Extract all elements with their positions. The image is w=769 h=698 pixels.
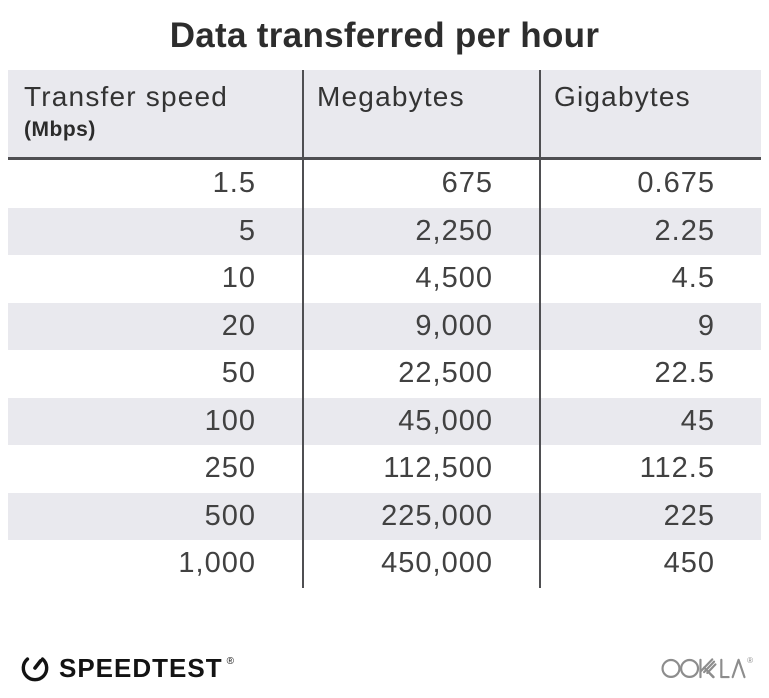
speedtest-gauge-icon	[21, 657, 49, 682]
cell-transfer-speed: 5	[238, 214, 256, 247]
cell-megabytes: 450,000	[302, 540, 539, 588]
cell-transfer-speed: 500	[204, 499, 256, 532]
cell-megabytes: 4,500	[302, 255, 539, 303]
cell-transfer-speed: 10	[221, 262, 256, 295]
data-table: Transfer speed (Mbps) Megabytes Gigabyte…	[8, 70, 761, 588]
cell-gigabytes: 45	[539, 397, 761, 445]
cell-megabytes: 2,250	[302, 207, 539, 255]
table-header-row: Transfer speed (Mbps) Megabytes Gigabyte…	[8, 70, 761, 160]
cell-megabytes: 675	[302, 160, 539, 208]
cell-megabytes: 45,000	[302, 397, 539, 445]
column-header-megabytes: Megabytes	[302, 70, 539, 157]
column-header-gigabytes: Gigabytes	[539, 70, 761, 157]
table-row: 1,000 450,000 450	[8, 540, 761, 588]
cell-gigabytes: 22.5	[539, 350, 761, 398]
cell-transfer-speed: 100	[204, 404, 256, 437]
table-row: 500 225,000 225	[8, 492, 761, 540]
table-row: 5 2,250 2.25	[8, 207, 761, 255]
cell-gigabytes: 225	[539, 492, 761, 540]
table-row: 50 22,500 22.5	[8, 350, 761, 398]
infographic-page: Data transferred per hour Transfer speed…	[0, 0, 769, 683]
cell-gigabytes: 450	[539, 540, 761, 588]
ookla-wordmark-icon	[661, 658, 746, 679]
registered-trademark-icon: ®	[226, 656, 234, 667]
column-header-label: Transfer speed	[24, 81, 229, 112]
cell-gigabytes: 4.5	[539, 255, 761, 303]
cell-transfer-speed: 1,000	[178, 547, 256, 580]
page-title: Data transferred per hour	[169, 16, 600, 55]
column-header-label: Megabytes	[317, 81, 465, 112]
cell-transfer-speed: 250	[204, 452, 256, 485]
cell-gigabytes: 0.675	[539, 160, 761, 208]
column-header-sublabel: (Mbps)	[24, 118, 96, 141]
footer: SPEEDTEST ® ®	[18, 645, 753, 691]
table-row: 10 4,500 4.5	[8, 255, 761, 303]
speedtest-logo: SPEEDTEST ®	[18, 651, 234, 685]
table-row: 1.5 675 0.675	[8, 160, 761, 208]
column-header-transfer-speed: Transfer speed (Mbps)	[8, 70, 302, 157]
table-row: 100 45,000 45	[8, 397, 761, 445]
cell-megabytes: 112,500	[302, 445, 539, 493]
cell-gigabytes: 2.25	[539, 207, 761, 255]
cell-transfer-speed: 1.5	[212, 167, 256, 200]
column-header-label: Gigabytes	[554, 81, 691, 112]
cell-gigabytes: 9	[539, 302, 761, 350]
table-body: 1.5 675 0.675 5 2,250 2.25 10 4,500 4.5 …	[8, 160, 761, 588]
speedtest-wordmark: SPEEDTEST	[59, 652, 223, 683]
cell-megabytes: 225,000	[302, 492, 539, 540]
cell-gigabytes: 112.5	[539, 445, 761, 493]
registered-trademark-icon: ®	[747, 656, 753, 665]
cell-megabytes: 22,500	[302, 350, 539, 398]
cell-transfer-speed: 50	[221, 357, 256, 390]
ookla-logo: ®	[661, 653, 753, 683]
table-row: 20 9,000 9	[8, 302, 761, 350]
cell-megabytes: 9,000	[302, 302, 539, 350]
table-row: 250 112,500 112.5	[8, 445, 761, 493]
cell-transfer-speed: 20	[221, 309, 256, 342]
